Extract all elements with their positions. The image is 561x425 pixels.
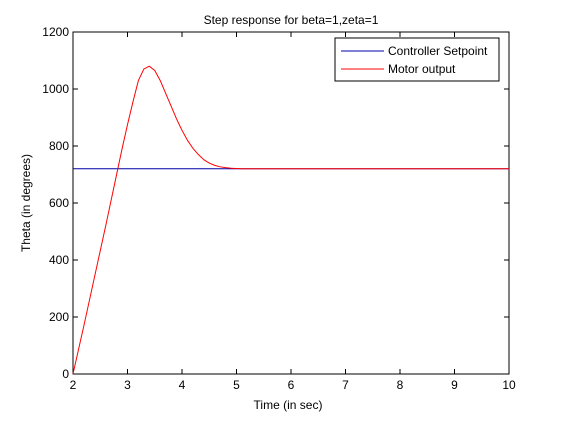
x-axis-label: Time (in sec) [254, 398, 323, 412]
x-tick-label: 9 [451, 378, 458, 392]
chart-title: Step response for beta=1,zeta=1 [204, 13, 379, 27]
series-line-motor-output [72, 65, 509, 375]
legend: Controller Setpoint Motor output [334, 37, 500, 82]
y-tick-label: 0 [62, 367, 69, 381]
x-tick-label: 6 [288, 378, 295, 392]
x-tick-label: 7 [342, 378, 349, 392]
x-axis: 2 3 4 5 6 7 8 9 10 [70, 32, 516, 392]
x-tick-label: 10 [502, 378, 516, 392]
x-tick-label: 5 [233, 378, 240, 392]
x-tick-label: 8 [397, 378, 404, 392]
y-tick-label: 400 [49, 253, 69, 267]
y-tick-label: 600 [49, 196, 69, 210]
y-axis: 0 200 400 600 800 1000 1200 [42, 25, 509, 381]
plot-area [72, 31, 510, 375]
x-tick-label: 4 [179, 378, 186, 392]
y-tick-label: 1000 [42, 82, 69, 96]
x-tick-label: 3 [124, 378, 131, 392]
series-layer [72, 65, 509, 375]
y-tick-label: 200 [49, 310, 69, 324]
y-axis-label: Theta (in degrees) [19, 154, 33, 252]
legend-label-motor-output: Motor output [388, 62, 456, 76]
y-tick-label: 1200 [42, 25, 69, 39]
x-tick-label: 2 [70, 378, 77, 392]
y-tick-label: 800 [49, 139, 69, 153]
legend-box [334, 37, 500, 82]
legend-label-controller-setpoint: Controller Setpoint [388, 44, 488, 58]
